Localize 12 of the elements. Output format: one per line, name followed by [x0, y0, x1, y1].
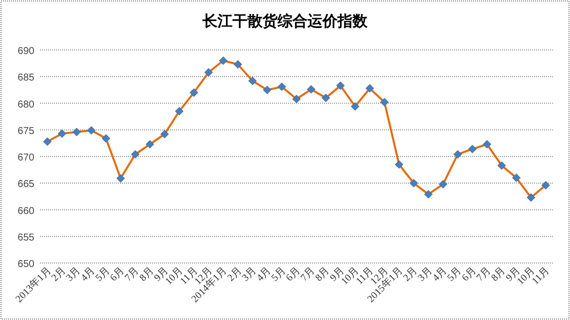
chart-title: 长江干散货综合运价指数 [202, 12, 368, 30]
y-tick-label: 650 [18, 259, 35, 270]
y-tick-label: 690 [18, 46, 35, 57]
y-tick-label: 660 [18, 206, 35, 217]
y-tick-label: 675 [18, 126, 35, 137]
y-tick-label: 665 [18, 179, 35, 190]
y-tick-label: 670 [18, 152, 35, 164]
x-tick-label: 5月 [445, 265, 464, 284]
y-tick-label: 685 [18, 72, 35, 84]
y-tick-label: 655 [18, 232, 35, 244]
y-tick-label: 680 [18, 99, 35, 110]
x-tick-label: 5月 [270, 265, 288, 284]
